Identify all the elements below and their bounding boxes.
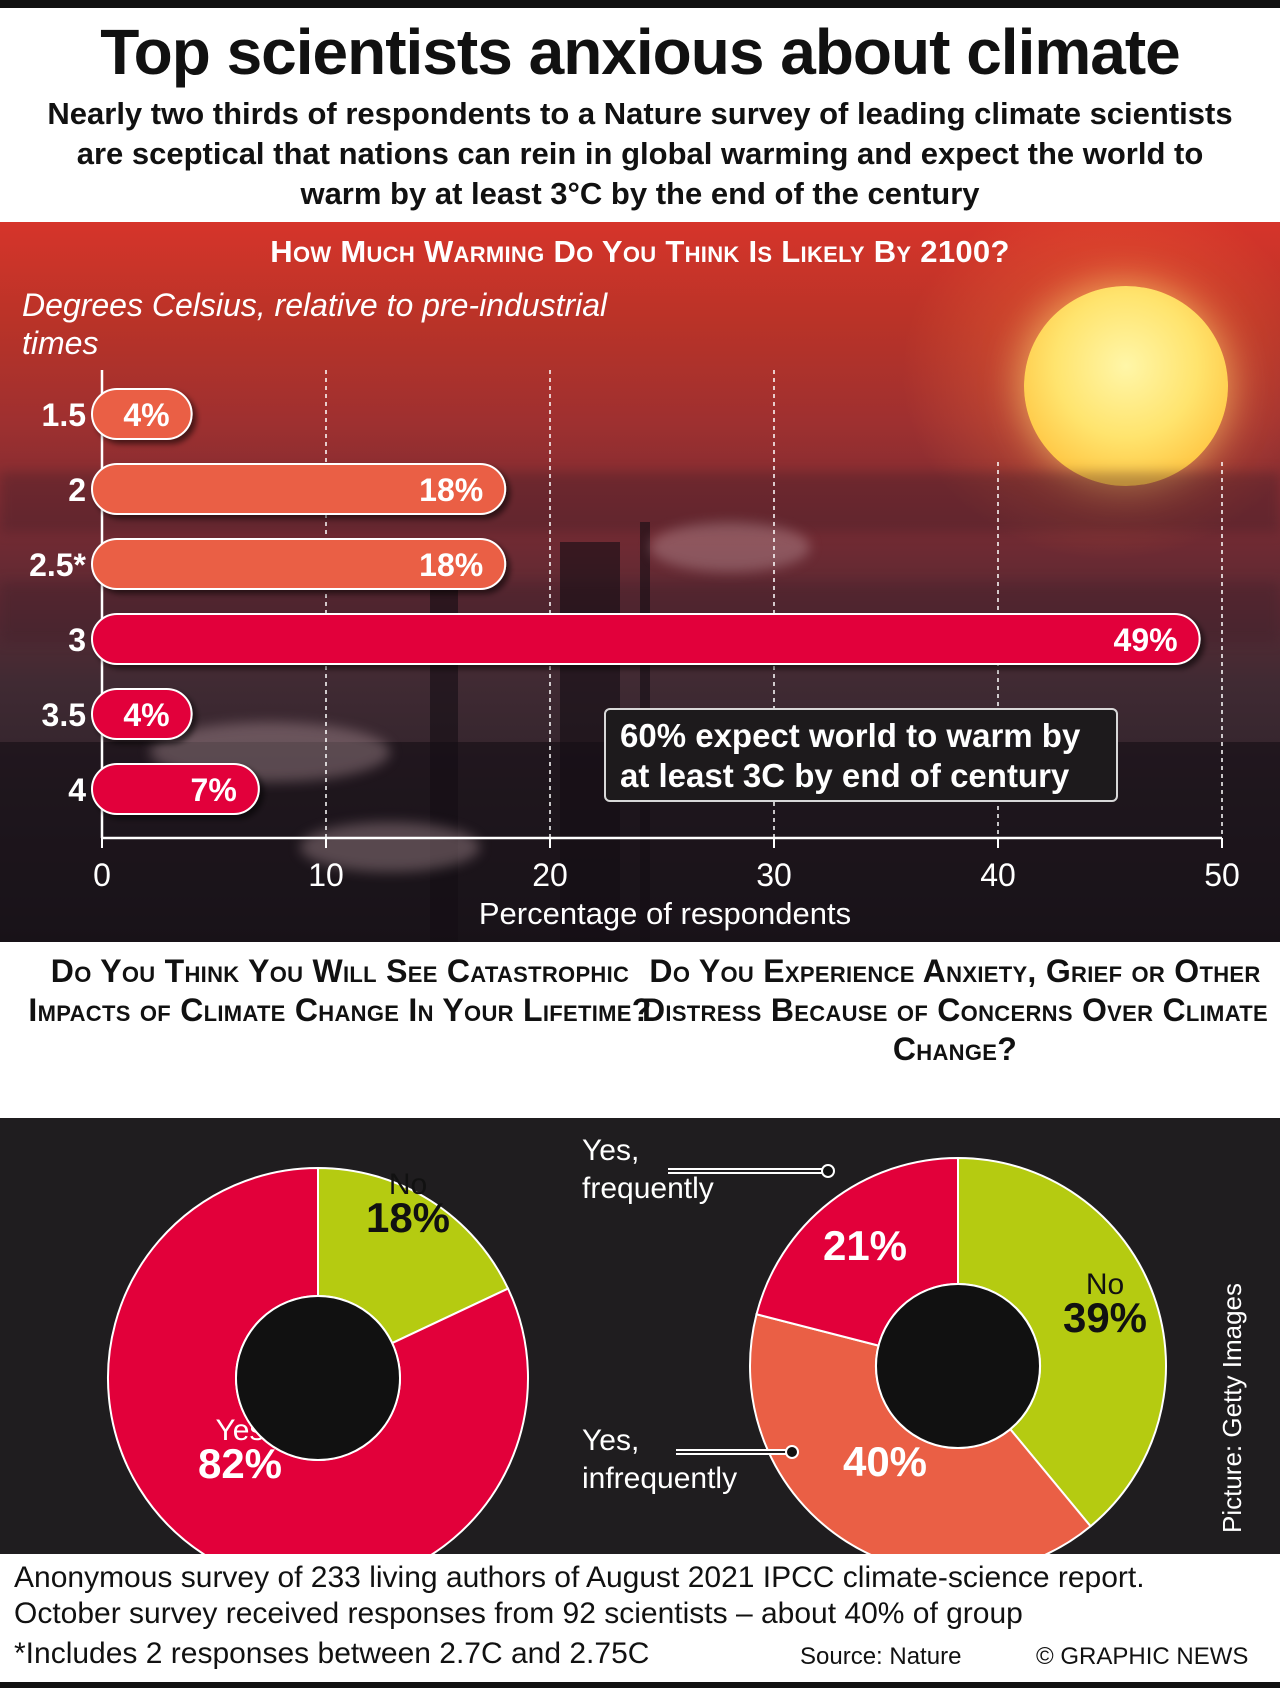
- x-tick-label: 20: [532, 857, 568, 893]
- x-tick-label: 40: [980, 857, 1016, 893]
- top-rule: [0, 0, 1280, 8]
- bar-value-label: 18%: [419, 472, 483, 508]
- survey-note: Anonymous survey of 233 living authors o…: [14, 1560, 1274, 1632]
- slice-name-label: infrequently: [582, 1462, 737, 1495]
- warming-bar-chart: 0 10 20 30 40 50 4% 1.5 18% 2 18% 2.5* 49% 3 4% 3.5 7% 4: [29, 370, 1240, 893]
- source-credit: Source: Nature: [800, 1643, 962, 1670]
- bar: [91, 763, 260, 815]
- slice-value-label: 21%: [823, 1222, 907, 1269]
- bottom-rule: [0, 1682, 1280, 1688]
- slice-name-label: No: [389, 1168, 427, 1201]
- anxiety-question-title: Do You Experience Anxiety, Grief or Othe…: [642, 953, 1268, 1067]
- x-tick-label: 10: [308, 857, 344, 893]
- y-category-label: 3: [68, 622, 86, 658]
- bar: [91, 688, 193, 740]
- bar: [91, 463, 507, 515]
- x-tick-label: 30: [756, 857, 792, 893]
- y-category-label: 2.5*: [29, 547, 86, 583]
- bar-value-label: 7%: [191, 772, 237, 808]
- copyright: © GRAPHIC NEWS: [1036, 1643, 1249, 1670]
- bar: [91, 538, 507, 590]
- picture-credit: Picture: Getty Images: [1217, 1283, 1247, 1533]
- slice-value-label: 18%: [366, 1194, 450, 1241]
- x-tick-label: 0: [93, 857, 111, 893]
- annotation-box: 60% expect world to warm by at least 3C …: [604, 708, 1118, 802]
- smoke-plume: [650, 522, 810, 572]
- bar-value-label: 49%: [1114, 622, 1178, 658]
- impacts-question-title: Do You Think You Will See Catastrophic I…: [28, 953, 652, 1028]
- y-category-label: 1.5: [42, 397, 86, 433]
- x-tick-label: 50: [1204, 857, 1240, 893]
- donut-hole: [875, 1283, 1041, 1449]
- slice-value-label: 82%: [198, 1440, 282, 1487]
- bar: [91, 613, 1201, 665]
- leader-dot: [821, 1164, 835, 1178]
- bar: [91, 388, 193, 440]
- donut-charts: No18%Yes82%No39%40%21%Yes,frequentlyYes,…: [107, 1134, 1167, 1554]
- y-axis-label: Degrees Celsius, relative to pre-industr…: [22, 287, 608, 361]
- leader-dot: [785, 1445, 799, 1459]
- smoke-plume: [300, 822, 480, 872]
- slice-value-label: 39%: [1063, 1294, 1147, 1341]
- bar-value-label: 4%: [123, 697, 169, 733]
- y-category-label: 2: [68, 472, 86, 508]
- page-title: Top scientists anxious about climate: [100, 16, 1181, 88]
- slice-name-label: No: [1086, 1268, 1124, 1301]
- y-category-label: 3.5: [42, 697, 86, 733]
- survey-note-line-2: October survey received responses from 9…: [14, 1597, 1023, 1630]
- x-axis-label: Percentage of respondents: [478, 896, 852, 931]
- warming-chart-title: How Much Warming Do You Think Is Likely …: [270, 234, 1010, 269]
- page-subtitle: Nearly two thirds of respondents to a Na…: [47, 96, 1233, 211]
- bar-value-label: 18%: [419, 547, 483, 583]
- asterisk-note: *Includes 2 responses between 2.7C and 2…: [14, 1637, 650, 1670]
- slice-value-label: 40%: [843, 1438, 927, 1485]
- bar-value-label: 4%: [123, 397, 169, 433]
- donut-hole: [235, 1295, 401, 1461]
- slice-name-label: frequently: [582, 1172, 714, 1205]
- slice-name-label: Yes,: [582, 1424, 639, 1457]
- survey-note-line-1: Anonymous survey of 233 living authors o…: [14, 1561, 1145, 1594]
- slice-name-label: Yes,: [582, 1134, 639, 1167]
- sun: [1024, 286, 1228, 486]
- y-category-label: 4: [68, 772, 86, 808]
